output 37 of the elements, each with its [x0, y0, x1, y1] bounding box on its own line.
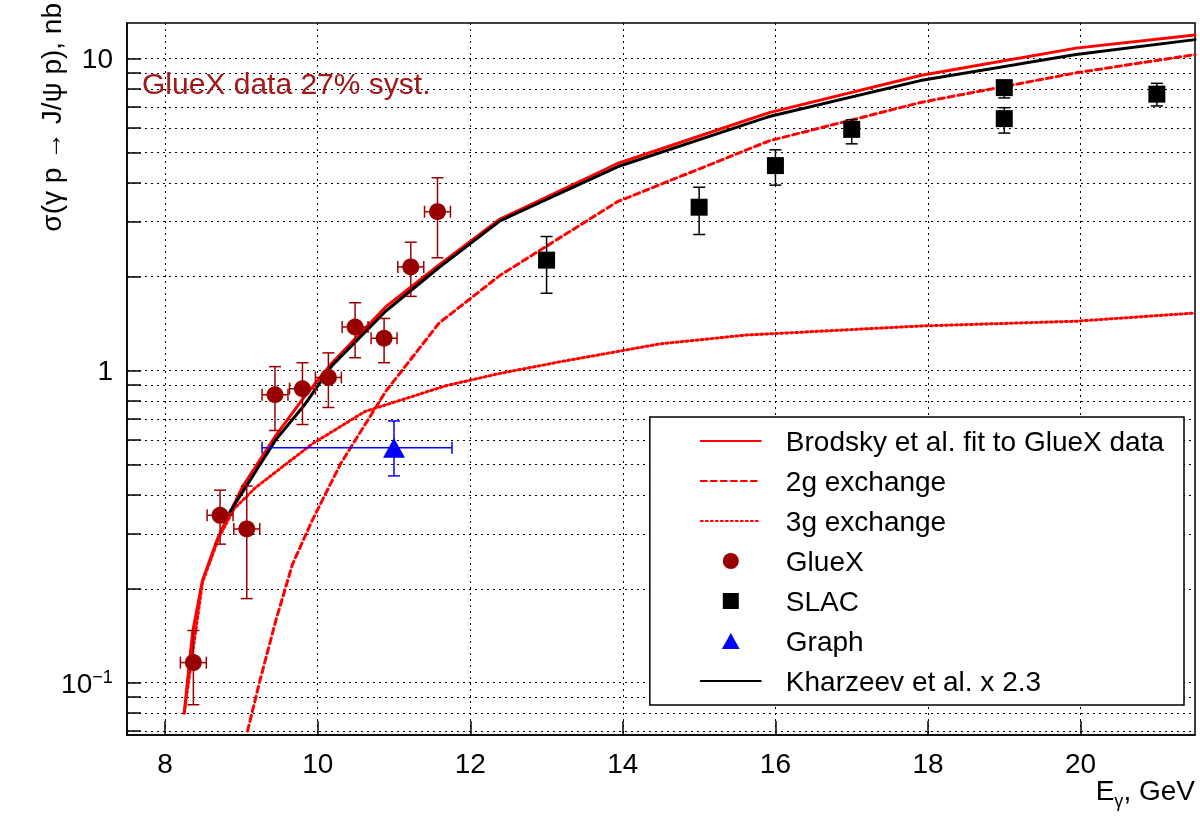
point — [843, 120, 861, 138]
point — [538, 251, 556, 269]
legend-label: Brodsky et al. fit to GlueX data — [785, 425, 1165, 457]
x-tick-label: 20 — [1064, 747, 1097, 779]
point — [293, 380, 311, 398]
y-axis-title: σ(γ p → J/ψ p), nb — [35, 3, 67, 232]
point — [319, 368, 337, 386]
point — [690, 198, 708, 216]
x-tick-label: 18 — [912, 747, 944, 779]
x-tick-label: 16 — [759, 747, 792, 779]
x-tick-label: 10 — [302, 747, 334, 779]
point — [184, 654, 202, 672]
point — [346, 318, 364, 336]
x-tick-label: 14 — [607, 747, 639, 779]
y-tick-label: 10 — [81, 43, 113, 75]
x-tick-label: 12 — [454, 747, 486, 779]
legend-label: 2g exchange — [785, 465, 947, 497]
legend-label: Graph — [785, 625, 864, 657]
x-tick-label: 8 — [157, 747, 173, 779]
point — [995, 110, 1013, 128]
legend-label: SLAC — [785, 585, 859, 617]
y-tick-label: 10$^{−1}$ — [61, 666, 113, 700]
point — [383, 437, 405, 458]
y-tick-label: 1 — [97, 355, 113, 387]
legend-label: GlueX — [785, 545, 864, 577]
point — [266, 386, 284, 404]
point — [211, 506, 229, 524]
point — [375, 329, 393, 347]
point — [429, 203, 446, 221]
x-axis-title: E$_{γ}$, GeV — [1095, 775, 1195, 811]
legend-label: 3g exchange — [785, 505, 947, 537]
point — [402, 258, 420, 276]
legend-label: Kharzeev et al. x 2.3 — [785, 665, 1042, 697]
point — [1148, 85, 1166, 103]
annotation: GlueX data 27% syst. — [142, 66, 431, 100]
point — [238, 520, 256, 538]
point — [766, 157, 784, 175]
